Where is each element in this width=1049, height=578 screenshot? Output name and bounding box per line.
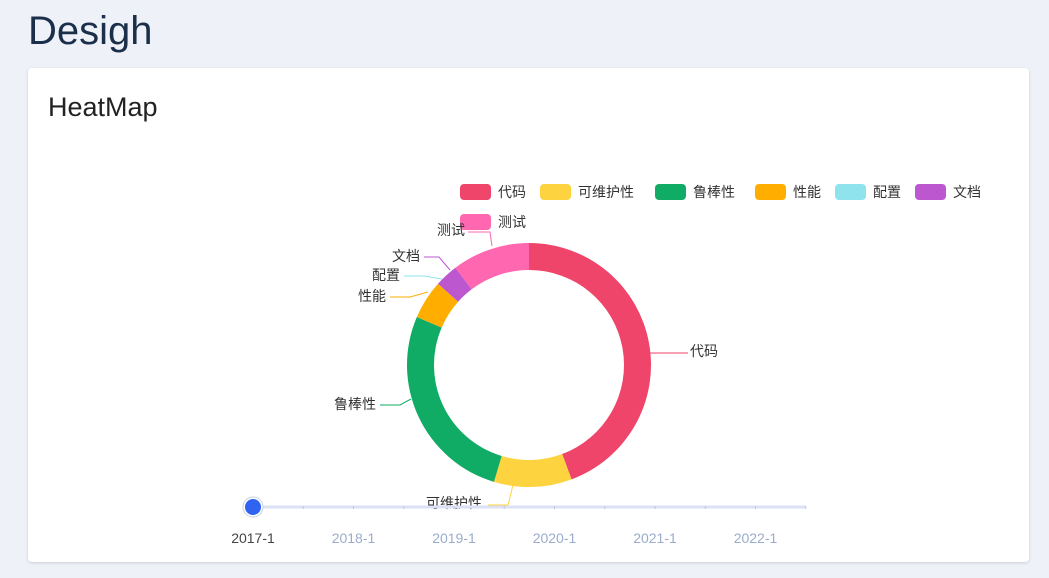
legend-label: 鲁棒性 [693,184,735,200]
legend-swatch [755,184,786,200]
timeline-tick-1[interactable]: 2018-1 [332,530,376,546]
leader-line-5 [424,256,451,271]
legend-item-4[interactable]: 配置 [835,184,901,200]
timeline-tick-0[interactable]: 2017-1 [231,530,275,546]
slice-label-4: 配置 [372,267,400,283]
legend-label: 测试 [498,214,526,230]
timeline-tick-3[interactable]: 2020-1 [533,530,577,546]
legend-label: 代码 [498,184,526,200]
donut-slice-1[interactable] [493,454,572,487]
timeline[interactable]: 2017-1 2018-1 2019-1 2020-1 2021-1 2022-1 [231,496,807,546]
legend-item-6[interactable]: 测试 [460,214,526,230]
donut-slices [407,243,651,487]
leader-line-3 [390,291,429,298]
page-title: Desigh [28,9,153,53]
slice-label-2: 鲁棒性 [334,396,376,412]
donut-slice-2[interactable] [407,316,502,482]
card-title: HeatMap [48,92,158,122]
timeline-tick-5[interactable]: 2022-1 [734,530,778,546]
legend-item-0[interactable]: 代码 [460,184,526,200]
donut-slice-5[interactable] [437,267,472,302]
timeline-tick-2[interactable]: 2019-1 [432,530,476,546]
slice-label-5: 文档 [392,248,420,264]
donut-slice-6[interactable] [455,243,529,290]
legend-swatch [540,184,571,200]
leader-line-1 [488,484,514,506]
leader-line-2 [380,398,412,406]
legend-item-5[interactable]: 文档 [915,184,981,200]
legend-label: 配置 [873,184,901,200]
slice-label-3: 性能 [358,288,386,304]
legend-label: 可维护性 [578,184,634,200]
timeline-tick-4[interactable]: 2021-1 [633,530,677,546]
legend-swatch [460,214,491,230]
legend-item-1[interactable]: 可维护性 [540,184,634,200]
donut-slice-3[interactable] [416,283,459,328]
legend-swatch [655,184,686,200]
slice-label-0: 代码 [690,343,718,359]
legend-item-3[interactable]: 性能 [755,184,821,200]
legend-swatch [915,184,946,200]
legend-label: 性能 [793,184,821,200]
legend-swatch [460,184,491,200]
legend-swatch [835,184,866,200]
leader-line-6 [468,231,493,247]
leader-line-4 [404,275,443,280]
legend-label: 文档 [953,184,981,200]
legend-item-2[interactable]: 鲁棒性 [655,184,735,200]
donut-slice-0[interactable] [529,243,651,480]
slice-label-6: 测试 [437,222,465,238]
timeline-handle[interactable] [245,499,261,515]
